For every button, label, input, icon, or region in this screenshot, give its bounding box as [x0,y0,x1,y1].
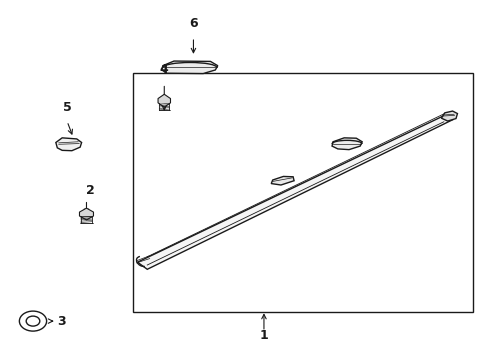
Bar [132,73,472,312]
Polygon shape [80,208,93,220]
Polygon shape [441,111,457,121]
Text: 2: 2 [86,184,95,197]
Text: 5: 5 [62,101,71,114]
Text: 1: 1 [259,329,268,342]
Polygon shape [137,116,453,269]
Text: 6: 6 [189,17,197,30]
Polygon shape [158,94,170,107]
Text: 3: 3 [57,315,66,328]
Text: 4: 4 [160,63,168,76]
Polygon shape [162,61,217,73]
Polygon shape [271,176,293,185]
Polygon shape [56,138,81,151]
Polygon shape [331,138,362,150]
